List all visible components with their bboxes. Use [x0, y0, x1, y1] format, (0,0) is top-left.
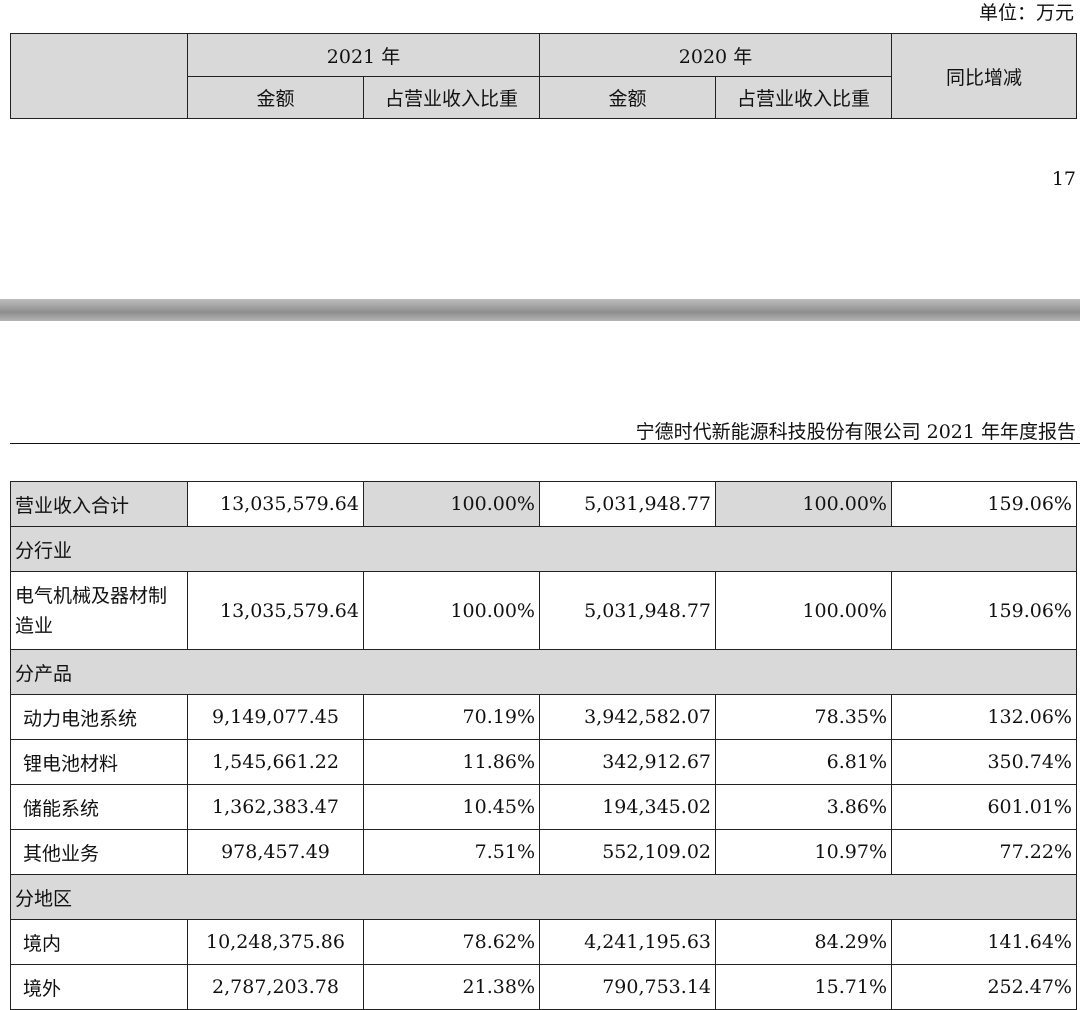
row-label: 境外	[10, 964, 188, 1010]
section-label: 分产品	[10, 649, 1077, 695]
cell-amount-2021: 1,545,661.22	[187, 739, 364, 785]
cell-amount-2020: 790,753.14	[539, 964, 716, 1010]
cell-ratio-2021: 78.62%	[363, 919, 540, 965]
table-row: 动力电池系统 9,149,077.45 70.19% 3,942,582.07 …	[10, 694, 1077, 740]
table-section-row: 分产品	[10, 649, 1077, 695]
cell-amount-2021: 1,362,383.47	[187, 784, 364, 830]
cell-yoy: 350.74%	[891, 739, 1077, 785]
cell-yoy: 252.47%	[891, 964, 1077, 1010]
header-year-2020: 2020 年	[539, 33, 892, 77]
cell-ratio-2020: 84.29%	[715, 919, 892, 965]
cell-amount-2021: 13,035,579.64	[187, 571, 364, 650]
cell-amount-2020: 552,109.02	[539, 829, 716, 875]
cell-amount-2020: 5,031,948.77	[539, 481, 716, 527]
table-row: 境外 2,787,203.78 21.38% 790,753.14 15.71%…	[10, 964, 1077, 1010]
cell-amount-2020: 3,942,582.07	[539, 694, 716, 740]
header-rule	[10, 443, 1080, 444]
cell-ratio-2021: 70.19%	[363, 694, 540, 740]
row-label: 境内	[10, 919, 188, 965]
cell-yoy: 159.06%	[891, 481, 1077, 527]
cell-ratio-2020: 6.81%	[715, 739, 892, 785]
row-label: 动力电池系统	[10, 694, 188, 740]
table-row: 储能系统 1,362,383.47 10.45% 194,345.02 3.86…	[10, 784, 1077, 830]
row-label: 储能系统	[10, 784, 188, 830]
header-amount-2020: 金额	[539, 76, 716, 119]
cell-ratio-2020: 78.35%	[715, 694, 892, 740]
row-label: 锂电池材料	[10, 739, 188, 785]
cell-yoy: 132.06%	[891, 694, 1077, 740]
cell-ratio-2021: 100.00%	[363, 571, 540, 650]
cell-yoy: 141.64%	[891, 919, 1077, 965]
section-label: 分行业	[10, 526, 1077, 572]
cell-ratio-2021: 11.86%	[363, 739, 540, 785]
table-section-row: 分地区	[10, 874, 1077, 920]
cell-amount-2021: 978,457.49	[187, 829, 364, 875]
cell-ratio-2021: 10.45%	[363, 784, 540, 830]
cell-amount-2020: 194,345.02	[539, 784, 716, 830]
cell-amount-2021: 10,248,375.86	[187, 919, 364, 965]
cell-amount-2021: 2,787,203.78	[187, 964, 364, 1010]
unit-label: 单位：万元	[978, 2, 1074, 24]
page-break-divider	[0, 299, 1080, 321]
header-ratio-2020: 占营业收入比重	[715, 76, 892, 119]
cell-ratio-2020: 3.86%	[715, 784, 892, 830]
report-running-header: 宁德时代新能源科技股份有限公司 2021 年年度报告	[635, 421, 1076, 443]
table-section-row: 分行业	[10, 526, 1077, 572]
page-number: 17	[1051, 168, 1076, 190]
header-ratio-2021: 占营业收入比重	[363, 76, 540, 119]
cell-amount-2021: 9,149,077.45	[187, 694, 364, 740]
cell-amount-2021: 13,035,579.64	[187, 481, 364, 527]
cell-ratio-2020: 100.00%	[715, 571, 892, 650]
section-label: 分地区	[10, 874, 1077, 920]
header-year-2021: 2021 年	[187, 33, 540, 77]
table-row: 电气机械及器材制造业 13,035,579.64 100.00% 5,031,9…	[10, 571, 1077, 650]
row-label: 电气机械及器材制造业	[10, 571, 188, 650]
cell-yoy: 159.06%	[891, 571, 1077, 650]
header-corner-cell	[10, 33, 188, 119]
row-label: 营业收入合计	[10, 481, 188, 527]
revenue-table-body: 营业收入合计 13,035,579.64 100.00% 5,031,948.7…	[10, 481, 1077, 1010]
cell-yoy: 77.22%	[891, 829, 1077, 875]
header-amount-2021: 金额	[187, 76, 364, 119]
cell-ratio-2021: 7.51%	[363, 829, 540, 875]
cell-ratio-2021: 21.38%	[363, 964, 540, 1010]
table-row: 境内 10,248,375.86 78.62% 4,241,195.63 84.…	[10, 919, 1077, 965]
revenue-table-header: 2021 年 2020 年 同比增减 金额 占营业收入比重 金额 占营业收入比重	[10, 33, 1077, 119]
cell-yoy: 601.01%	[891, 784, 1077, 830]
cell-ratio-2020: 15.71%	[715, 964, 892, 1010]
table-row: 锂电池材料 1,545,661.22 11.86% 342,912.67 6.8…	[10, 739, 1077, 785]
table-row: 其他业务 978,457.49 7.51% 552,109.02 10.97% …	[10, 829, 1077, 875]
cell-amount-2020: 342,912.67	[539, 739, 716, 785]
cell-ratio-2020: 100.00%	[715, 481, 892, 527]
header-yoy: 同比增减	[891, 33, 1077, 119]
cell-ratio-2021: 100.00%	[363, 481, 540, 527]
cell-ratio-2020: 10.97%	[715, 829, 892, 875]
table-row-total: 营业收入合计 13,035,579.64 100.00% 5,031,948.7…	[10, 481, 1077, 527]
cell-amount-2020: 4,241,195.63	[539, 919, 716, 965]
cell-amount-2020: 5,031,948.77	[539, 571, 716, 650]
row-label: 其他业务	[10, 829, 188, 875]
